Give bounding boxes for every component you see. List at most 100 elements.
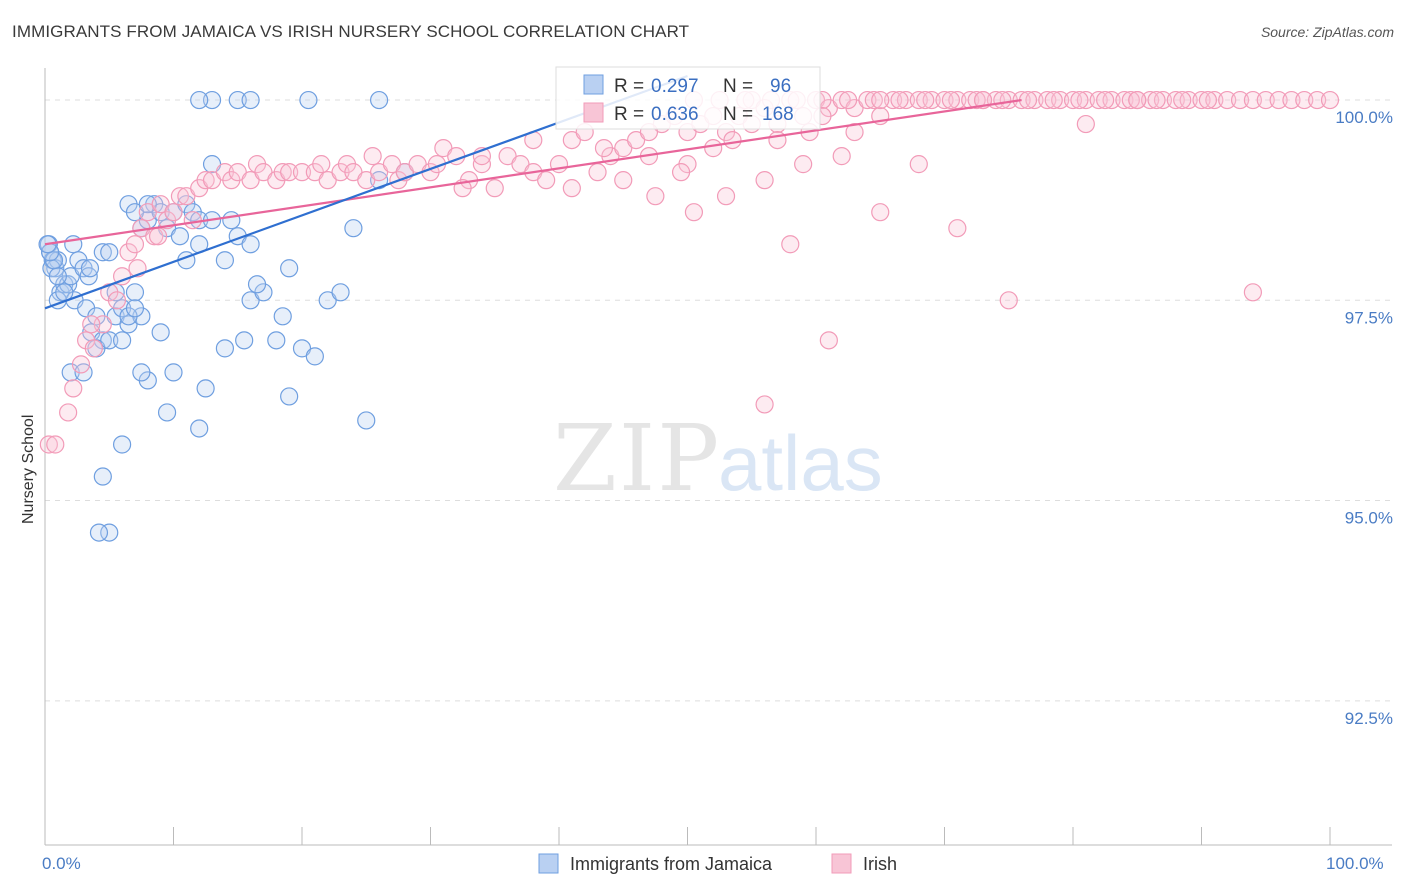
data-point xyxy=(1147,90,1166,110)
data-point xyxy=(190,90,209,110)
watermark-zip: ZIP xyxy=(553,405,721,512)
data-point xyxy=(864,90,883,110)
data-point xyxy=(723,130,742,150)
data-point xyxy=(588,163,607,182)
data-point xyxy=(1243,283,1263,302)
data-point xyxy=(299,90,318,110)
data-point xyxy=(948,219,967,238)
data-point xyxy=(177,187,196,206)
data-point xyxy=(61,267,80,286)
data-point xyxy=(318,291,337,310)
data-point xyxy=(228,90,247,110)
data-point xyxy=(280,259,299,278)
data-point xyxy=(39,435,58,454)
data-point xyxy=(190,419,209,438)
data-point xyxy=(215,339,234,358)
y-tick-label: 100.0% xyxy=(1335,108,1393,127)
data-point xyxy=(511,155,530,174)
data-point xyxy=(100,523,119,542)
data-point xyxy=(594,139,614,158)
data-point xyxy=(896,90,916,110)
x-tick-label-max: 100.0% xyxy=(1326,854,1384,873)
data-point xyxy=(941,90,961,110)
data-point xyxy=(82,315,101,334)
data-point xyxy=(202,155,222,174)
data-point xyxy=(993,90,1012,110)
data-point xyxy=(839,90,858,110)
data-point xyxy=(59,403,78,422)
data-point xyxy=(890,90,909,110)
data-point xyxy=(273,307,292,326)
data-point xyxy=(170,227,190,246)
data-point xyxy=(1076,90,1095,110)
data-point xyxy=(871,203,890,222)
data-point xyxy=(370,90,389,110)
data-point xyxy=(202,90,222,110)
data-point xyxy=(382,155,402,174)
data-point xyxy=(1089,90,1108,110)
data-point xyxy=(125,283,145,302)
data-point xyxy=(183,211,202,230)
data-point xyxy=(280,163,299,182)
data-point xyxy=(1173,90,1192,110)
data-point xyxy=(241,90,260,110)
data-point xyxy=(832,147,851,166)
data-point xyxy=(148,227,168,246)
data-point xyxy=(755,395,774,414)
data-point xyxy=(832,90,851,110)
data-point xyxy=(138,203,157,222)
data-point xyxy=(357,171,376,190)
data-point xyxy=(125,235,145,254)
data-point xyxy=(280,387,299,406)
data-point xyxy=(1269,90,1288,110)
data-point xyxy=(157,403,177,422)
data-point xyxy=(170,187,190,206)
data-point xyxy=(485,179,504,198)
legend-n-value-2: 168 xyxy=(762,104,794,125)
data-point xyxy=(107,291,127,310)
data-point xyxy=(967,90,986,110)
y-axis-label: Nursery School xyxy=(20,415,37,524)
data-point xyxy=(646,187,665,206)
x-tick-label-min: 0.0% xyxy=(42,854,81,873)
data-point xyxy=(222,211,241,230)
data-point xyxy=(794,155,813,174)
bottom-legend-label-jamaica: Immigrants from Jamaica xyxy=(570,854,773,874)
data-point xyxy=(1218,90,1237,110)
data-point xyxy=(164,203,183,222)
data-point xyxy=(1320,90,1340,110)
data-point xyxy=(1140,90,1160,110)
data-point xyxy=(64,379,83,398)
legend-r-value-2: 0.636 xyxy=(651,104,699,125)
axes xyxy=(44,68,1392,846)
data-point xyxy=(1192,90,1211,110)
data-point xyxy=(100,331,119,350)
data-point xyxy=(781,235,800,254)
data-point xyxy=(1121,90,1140,110)
data-point xyxy=(1115,90,1134,110)
data-point xyxy=(883,90,903,110)
data-point xyxy=(151,195,170,214)
data-point xyxy=(100,243,119,262)
watermark: ZIP atlas xyxy=(553,405,883,512)
data-point xyxy=(684,203,704,222)
data-point xyxy=(1051,90,1070,110)
data-point xyxy=(1063,90,1083,110)
bottom-legend-swatch-jamaica xyxy=(538,853,559,874)
data-point xyxy=(46,435,65,454)
data-point xyxy=(344,163,363,182)
data-point xyxy=(716,187,736,206)
data-point xyxy=(292,339,312,358)
data-point xyxy=(84,339,103,358)
data-point xyxy=(196,171,215,190)
data-point xyxy=(357,411,376,430)
data-point xyxy=(1308,90,1327,110)
data-point xyxy=(48,267,67,286)
trend-line-irish xyxy=(44,98,1022,246)
data-point xyxy=(370,163,389,182)
data-point xyxy=(916,90,935,110)
data-point xyxy=(935,90,954,110)
y-tick-label: 97.5% xyxy=(1345,308,1393,327)
data-point xyxy=(819,331,838,350)
